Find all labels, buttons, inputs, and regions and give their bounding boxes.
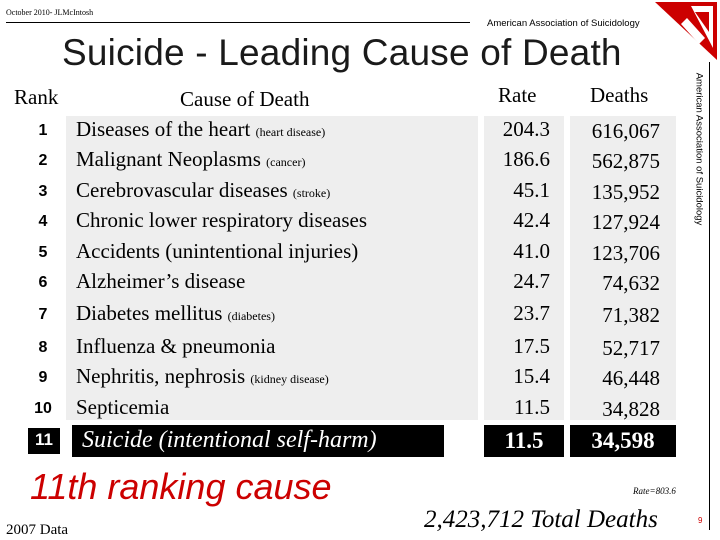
column-header-deaths: Deaths (590, 83, 649, 107)
deaths-cell: 74,632 (602, 271, 660, 295)
cause-note: (diabetes) (227, 309, 275, 323)
rank-cell: 10 (34, 400, 52, 417)
page-number: 9 (698, 516, 703, 525)
cause-name: Diabetes mellitus (76, 301, 223, 325)
rate-cell: 42.4 (513, 208, 550, 232)
highlight-deaths-background (570, 425, 676, 457)
rate-cell: 17.5 (513, 334, 550, 358)
rank-cell: 9 (38, 369, 48, 386)
rank-cell: 3 (38, 183, 48, 200)
cause-note: (kidney disease) (250, 372, 329, 386)
rate-cell: 204.3 (502, 117, 550, 141)
total-deaths: 2,423,712 Total Deaths (424, 506, 658, 533)
rate-cell: 15.4 (513, 364, 550, 388)
deaths-cell: 616,067 (591, 119, 660, 143)
deaths-column-background (570, 116, 676, 420)
highlight-cause-background (72, 425, 444, 457)
table-row: 9 Nephritis, nephrosis (kidney disease) … (0, 363, 720, 394)
data-year-note: 2007 Data (6, 522, 69, 538)
deaths-cell: 52,717 (602, 336, 660, 360)
table-row: 8 Influenza & pneumonia 17.5 52,717 (0, 333, 720, 364)
rank-cell: 5 (38, 244, 48, 261)
cause-cell: Accidents (unintentional injuries) (76, 239, 358, 264)
organization-name: American Association of Suicidology (487, 18, 640, 29)
deaths-cell: 135,952 (591, 180, 660, 204)
cause-cell: Nephritis, nephrosis (kidney disease) (76, 364, 329, 389)
column-header-rate: Rate (498, 83, 537, 107)
cause-name: Malignant Neoplasms (76, 147, 261, 171)
highlight-rank-background (28, 428, 60, 454)
rate-cell: 45.1 (513, 178, 550, 202)
highlight-rate-background (484, 425, 564, 457)
deaths-cell: 34,828 (602, 397, 660, 421)
slide-title: Suicide - Leading Cause of Death (62, 32, 622, 73)
cause-cell: Diseases of the heart (heart disease) (76, 117, 325, 142)
column-header-cause: Cause of Death (180, 87, 310, 111)
rank-cell: 2 (38, 152, 48, 169)
cause-name: Chronic lower respiratory diseases (76, 208, 367, 232)
rate-cell: 24.7 (513, 269, 550, 293)
deaths-cell: 562,875 (591, 149, 660, 173)
table-row: 10 Septicemia 11.5 34,828 (0, 394, 720, 425)
deaths-cell: 71,382 (602, 303, 660, 327)
cause-cell: Cerebrovascular diseases (stroke) (76, 178, 330, 203)
table-row: 5 Accidents (unintentional injuries) 41.… (0, 238, 720, 269)
deaths-cell: 127,924 (591, 210, 660, 234)
total-rate: Rate=803.6 (633, 486, 676, 496)
rank-cell: 4 (38, 213, 48, 230)
date-author-note: October 2010- JLMcIntosh (6, 8, 94, 17)
cause-name: Septicemia (76, 395, 170, 419)
header-rule (6, 22, 470, 23)
cause-cell: Chronic lower respiratory diseases (76, 208, 367, 233)
cause-column-background (66, 116, 478, 420)
cause-name: Influenza & pneumonia (76, 334, 276, 358)
deaths-cell: 123,706 (591, 241, 660, 265)
highlight-rank: 11 (35, 430, 53, 449)
table-row: 1 Diseases of the heart (heart disease) … (0, 116, 720, 147)
column-header-rank: Rank (14, 85, 59, 109)
table-row: 4 Chronic lower respiratory diseases 42.… (0, 207, 720, 238)
cause-cell: Diabetes mellitus (diabetes) (76, 301, 275, 326)
cause-note: (stroke) (292, 186, 331, 200)
cause-cell: Influenza & pneumonia (76, 334, 275, 359)
cause-name: Diseases of the heart (76, 117, 251, 141)
deaths-cell: 46,448 (602, 366, 660, 390)
cause-name: Accidents (unintentional injuries) (76, 239, 359, 263)
rate-cell: 23.7 (513, 301, 550, 325)
aas-logo-icon (655, 2, 717, 60)
rate-cell: 11.5 (514, 395, 550, 419)
highlight-deaths: 34,598 (591, 428, 655, 453)
ranking-callout: 11th ranking cause (30, 466, 332, 507)
table-row: 2 Malignant Neoplasms (cancer) 186.6 562… (0, 146, 720, 177)
table-row: 6 Alzheimer’s disease 24.7 74,632 (0, 268, 720, 299)
highlight-rate: 11.5 (504, 428, 544, 453)
cause-cell: Alzheimer’s disease (76, 269, 245, 294)
table-row: 3 Cerebrovascular diseases (stroke) 45.1… (0, 177, 720, 208)
rate-cell: 41.0 (513, 239, 550, 263)
rate-cell: 186.6 (502, 147, 550, 171)
rank-cell: 8 (38, 339, 48, 356)
cause-name: Cerebrovascular diseases (76, 178, 288, 202)
cause-name: Nephritis, nephrosis (76, 364, 246, 388)
cause-note: (cancer) (266, 155, 306, 169)
highlight-cause: Suicide (intentional self-harm) (82, 427, 377, 453)
side-rule (709, 62, 710, 530)
rank-cell: 6 (38, 274, 48, 291)
rank-cell: 7 (38, 306, 48, 323)
table-row: 7 Diabetes mellitus (diabetes) 23.7 71,3… (0, 300, 720, 331)
cause-cell: Septicemia (76, 395, 169, 420)
cause-cell: Malignant Neoplasms (cancer) (76, 147, 305, 172)
rank-cell: 1 (38, 122, 48, 139)
rate-column-background (484, 116, 564, 420)
cause-name: Alzheimer’s disease (76, 269, 246, 293)
cause-note: (heart disease) (255, 125, 326, 139)
